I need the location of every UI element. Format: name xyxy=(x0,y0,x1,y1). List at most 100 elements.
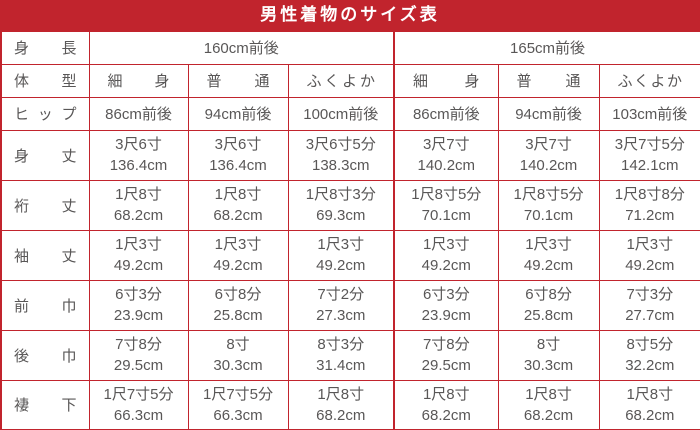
cm-value: 29.5cm xyxy=(113,357,164,374)
kujira-value: 6寸8分 xyxy=(214,286,262,303)
size-cell: 8寸 30.3cm xyxy=(187,329,289,381)
row-tsumashita: 褄下 1尺7寸5分 66.3cm 1尺7寸5分 66.3cm 1尺8寸 68.2cm … xyxy=(0,379,700,430)
cm-value: 29.5cm xyxy=(421,357,471,374)
kujira-value: 3尺7寸 xyxy=(422,136,470,153)
size-cell: 1尺3寸 49.2cm xyxy=(598,229,700,281)
size-cell: 8寸 30.3cm xyxy=(497,329,600,381)
kimono-size-table: 身長 160cm前後 165cm前後 体型 細身 普通 ふくよか 細身 普通 ふ… xyxy=(0,30,700,430)
row-mitake: 身丈 3尺6寸 136.4cm 3尺6寸 136.4cm 3尺6寸5分 138.3cm… xyxy=(0,129,700,181)
kujira-value: 7寸3分 xyxy=(626,286,674,303)
hip-cell: 103cm前後 xyxy=(598,96,700,131)
kujira-value: 1尺3寸 xyxy=(525,236,572,253)
kujira-value: 1尺8寸5分 xyxy=(513,186,584,203)
size-cell: 7寸2分 27.3cm xyxy=(287,279,395,331)
size-cell: 8寸5分 32.2cm xyxy=(598,329,700,381)
kujira-value: 7寸8分 xyxy=(115,336,162,353)
body-type-cell: 細身 xyxy=(88,63,189,98)
cm-value: 66.3cm xyxy=(113,406,164,424)
kujira-value: 8寸 xyxy=(536,336,561,353)
kujira-value: 1尺8寸 xyxy=(214,186,262,203)
hip-cell: 86cm前後 xyxy=(393,96,499,131)
cm-value: 49.2cm xyxy=(316,257,366,274)
row-hip: ヒップ 86cm前後 94cm前後 100cm前後 86cm前後 94cm前後 … xyxy=(0,96,700,131)
cm-value: 25.8cm xyxy=(523,307,574,324)
kujira-value: 1尺3寸 xyxy=(317,236,365,253)
size-cell: 6寸3分 23.9cm xyxy=(393,279,499,331)
row-label-yukitake: 裄丈 xyxy=(0,179,90,231)
kujira-value: 8寸5分 xyxy=(626,336,674,353)
size-cell: 1尺3寸 49.2cm xyxy=(393,229,499,281)
cm-value: 25.8cm xyxy=(213,307,263,324)
kujira-value: 1尺8寸 xyxy=(317,385,365,403)
cm-value: 32.2cm xyxy=(625,357,675,374)
row-yukitake: 裄丈 1尺8寸 68.2cm 1尺8寸 68.2cm 1尺8寸3分 69.3cm 1尺… xyxy=(0,179,700,231)
body-type-cell: 普通 xyxy=(187,63,289,98)
kujira-value: 1尺8寸8分 xyxy=(614,186,685,203)
size-cell: 8寸3分 31.4cm xyxy=(287,329,395,381)
body-type-cell: 普通 xyxy=(497,63,600,98)
size-cell: 7寸8分 29.5cm xyxy=(393,329,499,381)
size-cell: 1尺8寸5分 70.1cm xyxy=(393,179,499,231)
kujira-value: 1尺7寸5分 xyxy=(202,385,274,403)
size-cell: 3尺7寸5分 142.1cm xyxy=(598,129,700,181)
cm-value: 70.1cm xyxy=(421,207,471,224)
size-cell: 3尺7寸 140.2cm xyxy=(497,129,600,181)
size-cell: 1尺3寸 49.2cm xyxy=(88,229,189,281)
kujira-value: 7寸8分 xyxy=(422,336,470,353)
row-sodetake: 袖丈 1尺3寸 49.2cm 1尺3寸 49.2cm 1尺3寸 49.2cm 1尺3寸… xyxy=(0,229,700,281)
cm-value: 68.2cm xyxy=(421,406,471,424)
cm-value: 27.7cm xyxy=(625,307,675,324)
size-cell: 6寸8分 25.8cm xyxy=(187,279,289,331)
cm-value: 49.2cm xyxy=(625,257,675,274)
cm-value: 140.2cm xyxy=(417,157,476,174)
cm-value: 23.9cm xyxy=(421,307,471,324)
hip-cell: 100cm前後 xyxy=(287,96,395,131)
size-cell: 1尺8寸8分 71.2cm xyxy=(598,179,700,231)
kujira-value: 8寸 xyxy=(226,336,250,353)
cm-value: 49.2cm xyxy=(113,257,164,274)
kujira-value: 3尺7寸5分 xyxy=(614,136,685,153)
row-label-mitake: 身丈 xyxy=(0,129,90,181)
kujira-value: 3尺7寸 xyxy=(525,136,572,153)
size-cell: 1尺8寸5分 70.1cm xyxy=(497,179,600,231)
cm-value: 68.2cm xyxy=(113,207,164,224)
cm-value: 70.1cm xyxy=(523,207,574,224)
kujira-value: 1尺3寸 xyxy=(214,236,262,253)
size-cell: 1尺3寸 49.2cm xyxy=(187,229,289,281)
row-label-ushirohaba: 後巾 xyxy=(0,329,90,381)
kujira-value: 6寸8分 xyxy=(525,286,572,303)
size-cell: 7寸3分 27.7cm xyxy=(598,279,700,331)
kujira-value: 1尺8寸 xyxy=(422,385,470,403)
body-type-cell: 細身 xyxy=(393,63,499,98)
kujira-value: 1尺8寸 xyxy=(626,385,674,403)
cm-value: 30.3cm xyxy=(523,357,574,374)
cm-value: 49.2cm xyxy=(523,257,574,274)
cm-value: 69.3cm xyxy=(316,207,366,224)
size-cell: 1尺7寸5分 66.3cm xyxy=(88,379,189,430)
body-type-cell: ふくよか xyxy=(598,63,700,98)
kujira-value: 1尺8寸3分 xyxy=(305,186,376,203)
cm-value: 68.2cm xyxy=(213,207,263,224)
size-cell: 7寸8分 29.5cm xyxy=(88,329,189,381)
size-cell: 1尺8寸 68.2cm xyxy=(187,179,289,231)
row-label-sodetake: 袖丈 xyxy=(0,229,90,281)
kujira-value: 3尺6寸 xyxy=(214,136,262,153)
cm-value: 136.4cm xyxy=(209,157,267,174)
size-cell: 1尺3寸 49.2cm xyxy=(497,229,600,281)
hip-cell: 94cm前後 xyxy=(187,96,289,131)
cm-value: 31.4cm xyxy=(316,357,366,374)
kujira-value: 1尺7寸5分 xyxy=(103,385,174,403)
size-cell: 1尺8寸 68.2cm xyxy=(88,179,189,231)
kujira-value: 3尺6寸5分 xyxy=(305,136,376,153)
row-label-tsumashita: 褄下 xyxy=(0,379,90,430)
size-cell: 3尺6寸5分 138.3cm xyxy=(287,129,395,181)
hip-cell: 94cm前後 xyxy=(497,96,600,131)
size-cell: 3尺6寸 136.4cm xyxy=(88,129,189,181)
size-cell: 1尺7寸5分 66.3cm xyxy=(187,379,289,430)
cm-value: 30.3cm xyxy=(213,357,263,374)
row-height: 身長 160cm前後 165cm前後 xyxy=(0,30,700,65)
kujira-value: 1尺3寸 xyxy=(626,236,674,253)
cm-value: 140.2cm xyxy=(519,157,578,174)
kujira-value: 8寸3分 xyxy=(317,336,365,353)
